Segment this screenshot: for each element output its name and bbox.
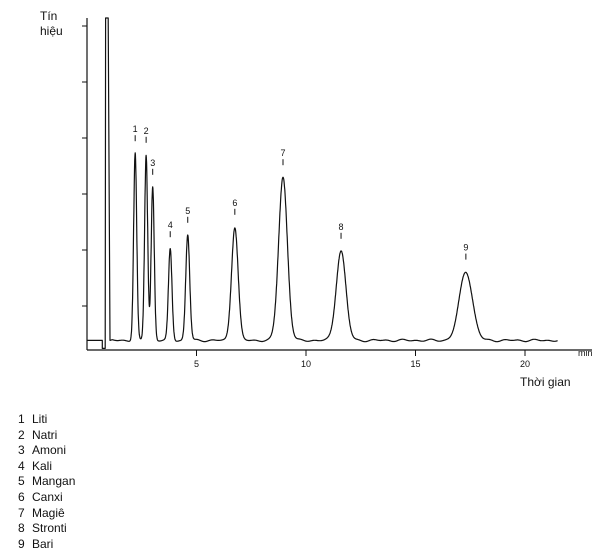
legend-number: 9 (18, 536, 25, 551)
x-axis-unit: min (578, 348, 593, 358)
peak-label-7: 7 (280, 148, 285, 158)
legend-name: Mangan (32, 474, 76, 489)
legend-item: 4 Kali (18, 459, 75, 475)
legend-item: 5 Mangan (18, 474, 75, 490)
legend-number: 3 (18, 443, 25, 458)
chromatogram-trace (87, 17, 558, 349)
x-tick-label: 20 (520, 359, 530, 369)
legend-number: 5 (18, 474, 25, 489)
legend-item: 1 Liti (18, 412, 75, 428)
legend-number: 8 (18, 521, 25, 536)
peak-label-6: 6 (232, 198, 237, 208)
legend-item: 6 Canxi (18, 490, 75, 506)
x-tick-label: 10 (301, 359, 311, 369)
x-axis-label: Thời gian (520, 375, 571, 389)
chromatogram-chart: Tín hiệu min Thời gian 5 10 15 20 1 2 3 4 5 6 7 8 9 (40, 9, 593, 389)
legend-item: 2 Natri (18, 428, 75, 444)
peak-labels: 1 2 3 4 5 6 7 8 9 (133, 124, 468, 260)
x-tick-label: 15 (410, 359, 420, 369)
legend-item: 8 Stronti (18, 521, 75, 537)
peak-label-3: 3 (150, 158, 155, 168)
legend-item: 7 Magiê (18, 506, 75, 522)
x-ticks: 5 10 15 20 (194, 350, 530, 369)
y-axis-label-line2: hiệu (40, 24, 63, 38)
peak-legend: 1 Liti 2 Natri 3 Amoni 4 Kali 5 Mangan 6 Canxi 7 Magi… (18, 412, 75, 552)
legend-number: 6 (18, 489, 25, 504)
legend-number: 7 (18, 505, 25, 520)
legend-name: Canxi (32, 489, 63, 504)
legend-number: 1 (18, 412, 25, 426)
legend-number: 4 (18, 458, 25, 473)
x-tick-label: 5 (194, 359, 199, 369)
peak-label-9: 9 (463, 243, 468, 253)
legend-item: 9 Bari (18, 537, 75, 553)
peak-label-5: 5 (185, 206, 190, 216)
legend-name: Liti (32, 412, 48, 426)
peak-label-4: 4 (168, 220, 173, 230)
peak-label-8: 8 (339, 222, 344, 232)
legend-name: Natri (32, 427, 58, 442)
peak-label-1: 1 (133, 124, 138, 134)
legend-number: 2 (18, 427, 25, 442)
legend-name: Stronti (32, 521, 67, 536)
legend-name: Bari (32, 536, 54, 551)
axes (82, 18, 592, 351)
legend-name: Kali (32, 458, 53, 473)
legend-item: 3 Amoni (18, 443, 75, 459)
peak-label-2: 2 (144, 126, 149, 136)
legend-name: Amoni (32, 443, 67, 458)
y-axis-label-line1: Tín (40, 9, 57, 23)
legend-name: Magiê (32, 505, 65, 520)
